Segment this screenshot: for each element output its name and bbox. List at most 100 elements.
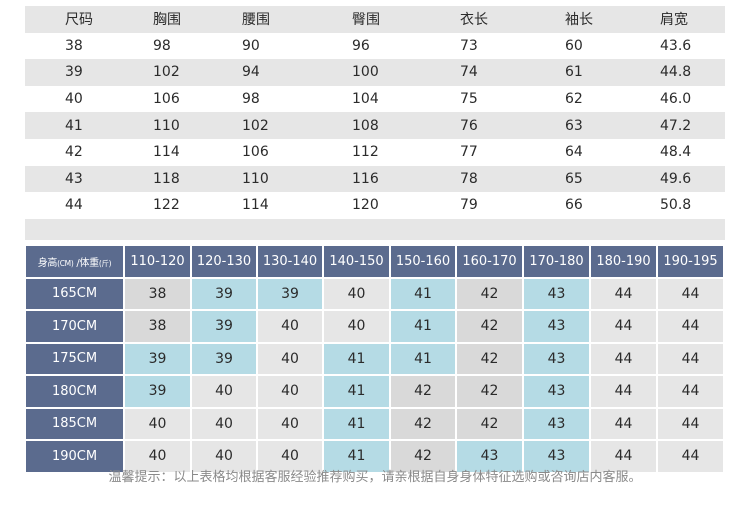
recommended-size-cell: 39 — [125, 341, 192, 374]
size-cell: 114 — [115, 138, 218, 166]
recommended-size-cell: 44 — [658, 374, 725, 407]
size-cell: 40 — [25, 85, 115, 113]
size-cell: 60 — [523, 32, 620, 60]
recommended-size-cell: 42 — [457, 341, 524, 374]
recommended-size-cell: 44 — [658, 439, 725, 472]
recommended-size-cell: 43 — [457, 439, 524, 472]
size-cell: 122 — [115, 192, 218, 219]
recommended-size-cell: 43 — [524, 276, 591, 309]
recommendation-row: 185CM 40 40 40 41 42 42 43 44 44 — [26, 406, 725, 439]
recommended-size-cell: 40 — [258, 309, 324, 342]
height-row-header: 185CM — [26, 406, 125, 439]
recommended-size-cell: 40 — [324, 276, 391, 309]
size-table-body: 尺码 胸围 腰围 臀围 衣长 袖长 肩宽 38 98 90 96 73 60 43.6 39 102 94 100… — [25, 6, 725, 240]
size-cell: 79 — [426, 192, 523, 219]
recommendation-header-row: 身高(CM) /体重(斤) 110-120 120-130 130-140 140-1… — [26, 246, 725, 277]
size-cell: 50.8 — [620, 192, 725, 219]
recommended-size-cell: 40 — [258, 406, 324, 439]
recommended-size-cell: 40 — [192, 374, 258, 407]
size-cell: 77 — [426, 138, 523, 166]
size-cell: 102 — [218, 112, 321, 139]
recommendation-row: 165CM 38 39 39 40 41 42 43 44 44 — [26, 276, 725, 309]
recommended-size-cell: 40 — [192, 406, 258, 439]
size-cell: 94 — [218, 59, 321, 86]
size-cell: 104 — [321, 85, 426, 113]
recommended-size-cell: 39 — [192, 309, 258, 342]
recommended-size-cell: 41 — [391, 341, 457, 374]
tip-note: 温馨提示：以上表格均根据客服经验推荐购买，请亲根据自身身体特征选购或咨询店内客服… — [108, 470, 642, 485]
recommended-size-cell: 41 — [391, 309, 457, 342]
recommendation-row: 190CM 40 40 40 41 42 43 43 44 44 — [26, 439, 725, 472]
recommended-size-cell: 40 — [192, 439, 258, 472]
size-table: 尺码 胸围 腰围 臀围 衣长 袖长 肩宽 38 98 90 96 73 60 43.6 39 102 94 100… — [25, 6, 725, 240]
recommended-size-cell: 41 — [324, 439, 391, 472]
recommended-size-cell: 44 — [658, 309, 725, 342]
size-cell: 64 — [523, 138, 620, 166]
size-header-row: 尺码 胸围 腰围 臀围 衣长 袖长 肩宽 — [25, 6, 725, 33]
size-cell: 102 — [115, 59, 218, 86]
recommended-size-cell: 40 — [125, 439, 192, 472]
size-cell: 63 — [523, 112, 620, 139]
size-cell: 98 — [115, 32, 218, 60]
height-row-header: 190CM — [26, 439, 125, 472]
recommended-size-cell: 44 — [591, 309, 658, 342]
size-cell: 41 — [25, 112, 115, 139]
height-label: 身高 — [37, 257, 58, 269]
weight-range-header: 190-195 — [658, 246, 725, 277]
size-cell: 96 — [321, 32, 426, 60]
recommended-size-cell: 40 — [258, 439, 324, 472]
recommended-size-cell: 42 — [457, 276, 524, 309]
recommended-size-cell: 44 — [591, 406, 658, 439]
size-row: 38 98 90 96 73 60 43.6 — [25, 32, 725, 60]
height-weight-corner-header: 身高(CM) /体重(斤) — [26, 246, 125, 277]
size-column-header: 尺码 — [25, 6, 115, 33]
recommended-size-cell: 41 — [391, 276, 457, 309]
size-cell: 106 — [115, 85, 218, 113]
size-cell: 43.6 — [620, 32, 725, 60]
size-spacer-row — [25, 218, 725, 240]
recommended-size-cell: 40 — [324, 309, 391, 342]
size-cell: 76 — [426, 112, 523, 139]
weight-range-header: 120-130 — [192, 246, 258, 277]
size-row: 41 110 102 108 76 63 47.2 — [25, 112, 725, 139]
recommendation-table: 身高(CM) /体重(斤) 110-120 120-130 130-140 140-1… — [26, 246, 725, 472]
weight-range-header: 130-140 — [258, 246, 324, 277]
size-cell: 44.8 — [620, 59, 725, 86]
recommended-size-cell: 44 — [591, 439, 658, 472]
size-cell: 62 — [523, 85, 620, 113]
weight-range-header: 110-120 — [125, 246, 192, 277]
size-cell: 44 — [25, 192, 115, 219]
size-cell: 66 — [523, 192, 620, 219]
recommended-size-cell: 43 — [524, 439, 591, 472]
weight-range-header: 180-190 — [591, 246, 658, 277]
height-row-header: 165CM — [26, 276, 125, 309]
weight-unit: (斤) — [98, 258, 112, 268]
recommended-size-cell: 39 — [192, 276, 258, 309]
recommended-size-cell: 41 — [324, 341, 391, 374]
recommendation-table-body: 165CM 38 39 39 40 41 42 43 44 44 170CM 38 39 40 40 41 42… — [26, 276, 725, 472]
size-cell: 43 — [25, 165, 115, 193]
size-column-header: 袖长 — [523, 6, 620, 33]
recommended-size-cell: 44 — [658, 276, 725, 309]
size-cell: 39 — [25, 59, 115, 86]
recommended-size-cell: 42 — [457, 374, 524, 407]
spacer-cell — [25, 218, 725, 240]
height-row-header: 175CM — [26, 341, 125, 374]
recommended-size-cell: 43 — [524, 341, 591, 374]
recommended-size-cell: 44 — [591, 341, 658, 374]
recommended-size-cell: 43 — [524, 309, 591, 342]
recommended-size-cell: 42 — [457, 309, 524, 342]
recommended-size-cell: 44 — [591, 276, 658, 309]
size-column-header: 臀围 — [321, 6, 426, 33]
recommended-size-cell: 40 — [258, 374, 324, 407]
recommended-size-cell: 42 — [391, 439, 457, 472]
size-row: 39 102 94 100 74 61 44.8 — [25, 59, 725, 86]
recommended-size-cell: 40 — [258, 341, 324, 374]
recommended-size-cell: 38 — [125, 309, 192, 342]
size-cell: 120 — [321, 192, 426, 219]
size-cell: 106 — [218, 138, 321, 166]
weight-range-header: 150-160 — [391, 246, 457, 277]
size-cell: 114 — [218, 192, 321, 219]
size-cell: 65 — [523, 165, 620, 193]
weight-range-header: 160-170 — [457, 246, 524, 277]
